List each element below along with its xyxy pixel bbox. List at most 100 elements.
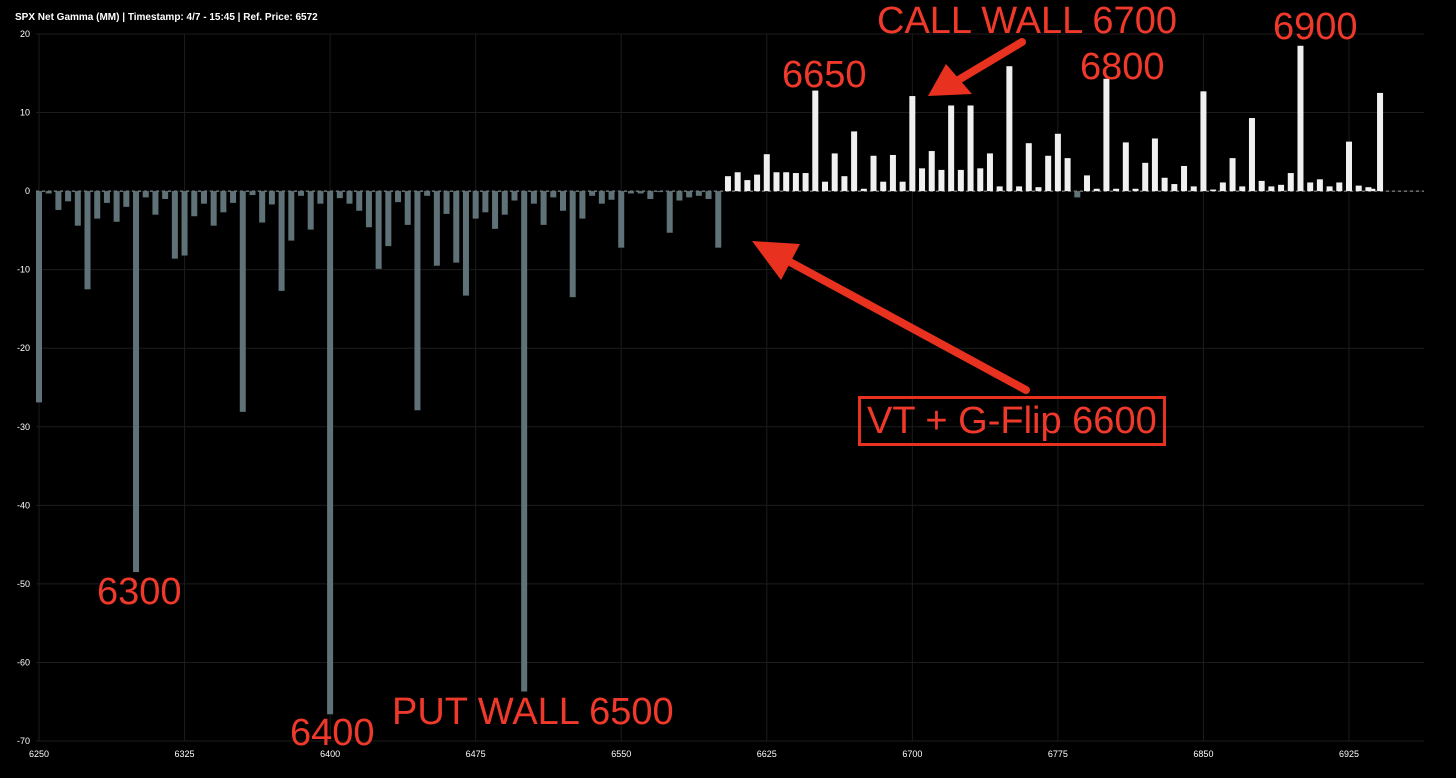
bar [1326, 186, 1333, 192]
bar [637, 191, 644, 194]
bar [1355, 185, 1362, 192]
annotation-call-wall: CALL WALL 6700 [877, 0, 1177, 42]
x-tick-label: 6625 [757, 749, 777, 759]
bar [744, 180, 751, 192]
bar [1268, 186, 1275, 192]
bar [1210, 189, 1217, 192]
y-tick-label: 0 [25, 186, 30, 196]
bar [1054, 133, 1061, 192]
bar [317, 191, 324, 204]
bar [938, 169, 945, 192]
bar [103, 191, 110, 203]
bar [433, 191, 440, 266]
bar [1287, 173, 1294, 192]
bar [482, 191, 489, 213]
bar [957, 169, 964, 192]
bar [1093, 188, 1100, 192]
bar [191, 191, 198, 217]
y-tick-label: -70 [17, 736, 30, 746]
bar [210, 191, 217, 226]
bar [443, 191, 450, 214]
bar [239, 191, 246, 412]
call-wall-arrow [951, 38, 1026, 86]
annotation-6650: 6650 [782, 54, 867, 96]
bar [1346, 141, 1352, 192]
bar [986, 153, 993, 192]
bar [1316, 179, 1323, 192]
bar [1377, 92, 1384, 192]
bar [1365, 187, 1372, 192]
bar [424, 191, 431, 196]
bar [715, 191, 722, 248]
bar [1369, 188, 1376, 192]
y-tick-labels: 20 10 0 -10 -20 -30 -40 -50 -60 -70 [17, 29, 30, 746]
y-tick-label: -30 [17, 422, 30, 432]
annotation-6300: 6300 [97, 571, 182, 613]
bar [36, 191, 42, 403]
bar [560, 191, 566, 211]
y-tick-label: -10 [17, 265, 30, 275]
flip-arrowhead [752, 241, 800, 280]
bar [695, 191, 702, 196]
bar [724, 176, 731, 192]
bar [74, 191, 81, 226]
bar [754, 174, 761, 192]
x-tick-label: 6775 [1048, 749, 1068, 759]
bar [414, 191, 421, 411]
bar [647, 191, 654, 199]
y-tick-label: 20 [20, 29, 30, 39]
bar [1181, 165, 1188, 192]
bar [298, 191, 304, 196]
x-tick-label: 6250 [29, 749, 49, 759]
bar [802, 173, 809, 192]
bar [1336, 182, 1343, 192]
bar [550, 191, 557, 198]
bar [1084, 175, 1090, 192]
bar [705, 191, 712, 199]
bar [1142, 162, 1149, 192]
bar [589, 191, 596, 196]
bar [511, 191, 518, 201]
bars [36, 45, 1384, 715]
x-tick-labels: 6250 6325 6400 6475 6550 6625 6700 6775 6850 6925 [29, 749, 1359, 759]
bar [375, 191, 382, 269]
bar [618, 191, 625, 248]
annotation-gamma-flip: VT + G-Flip 6600 [858, 396, 1166, 446]
x-tick-label: 6475 [466, 749, 486, 759]
bar [1064, 158, 1071, 192]
bar [230, 191, 237, 203]
bar [200, 191, 207, 204]
bar [627, 191, 634, 194]
chart-title: SPX Net Gamma (MM) | Timestamp: 4/7 - 15… [15, 12, 318, 23]
bar [327, 191, 334, 715]
bar [909, 96, 916, 192]
bar [336, 191, 343, 199]
bar [385, 191, 392, 247]
bar [948, 105, 955, 192]
bar [1248, 118, 1255, 192]
bar [579, 191, 586, 219]
annotation-arrows [752, 38, 1030, 394]
bar [1025, 143, 1032, 192]
bar [1161, 177, 1168, 192]
bar [346, 191, 353, 204]
x-tick-label: 6550 [611, 749, 631, 759]
bar [1239, 186, 1246, 192]
bar [792, 173, 799, 192]
bar [84, 191, 91, 290]
bar [1219, 182, 1226, 192]
x-tick-label: 6850 [1193, 749, 1213, 759]
bar [65, 191, 72, 202]
bar [171, 191, 178, 259]
bar [249, 191, 256, 196]
bar [1045, 155, 1052, 192]
bar [763, 154, 770, 192]
bar [395, 191, 402, 203]
bar [1307, 182, 1314, 192]
bar [996, 186, 1003, 192]
bar [977, 168, 984, 192]
bar [608, 191, 615, 200]
bar [812, 90, 819, 192]
x-tick-label: 6925 [1339, 749, 1359, 759]
